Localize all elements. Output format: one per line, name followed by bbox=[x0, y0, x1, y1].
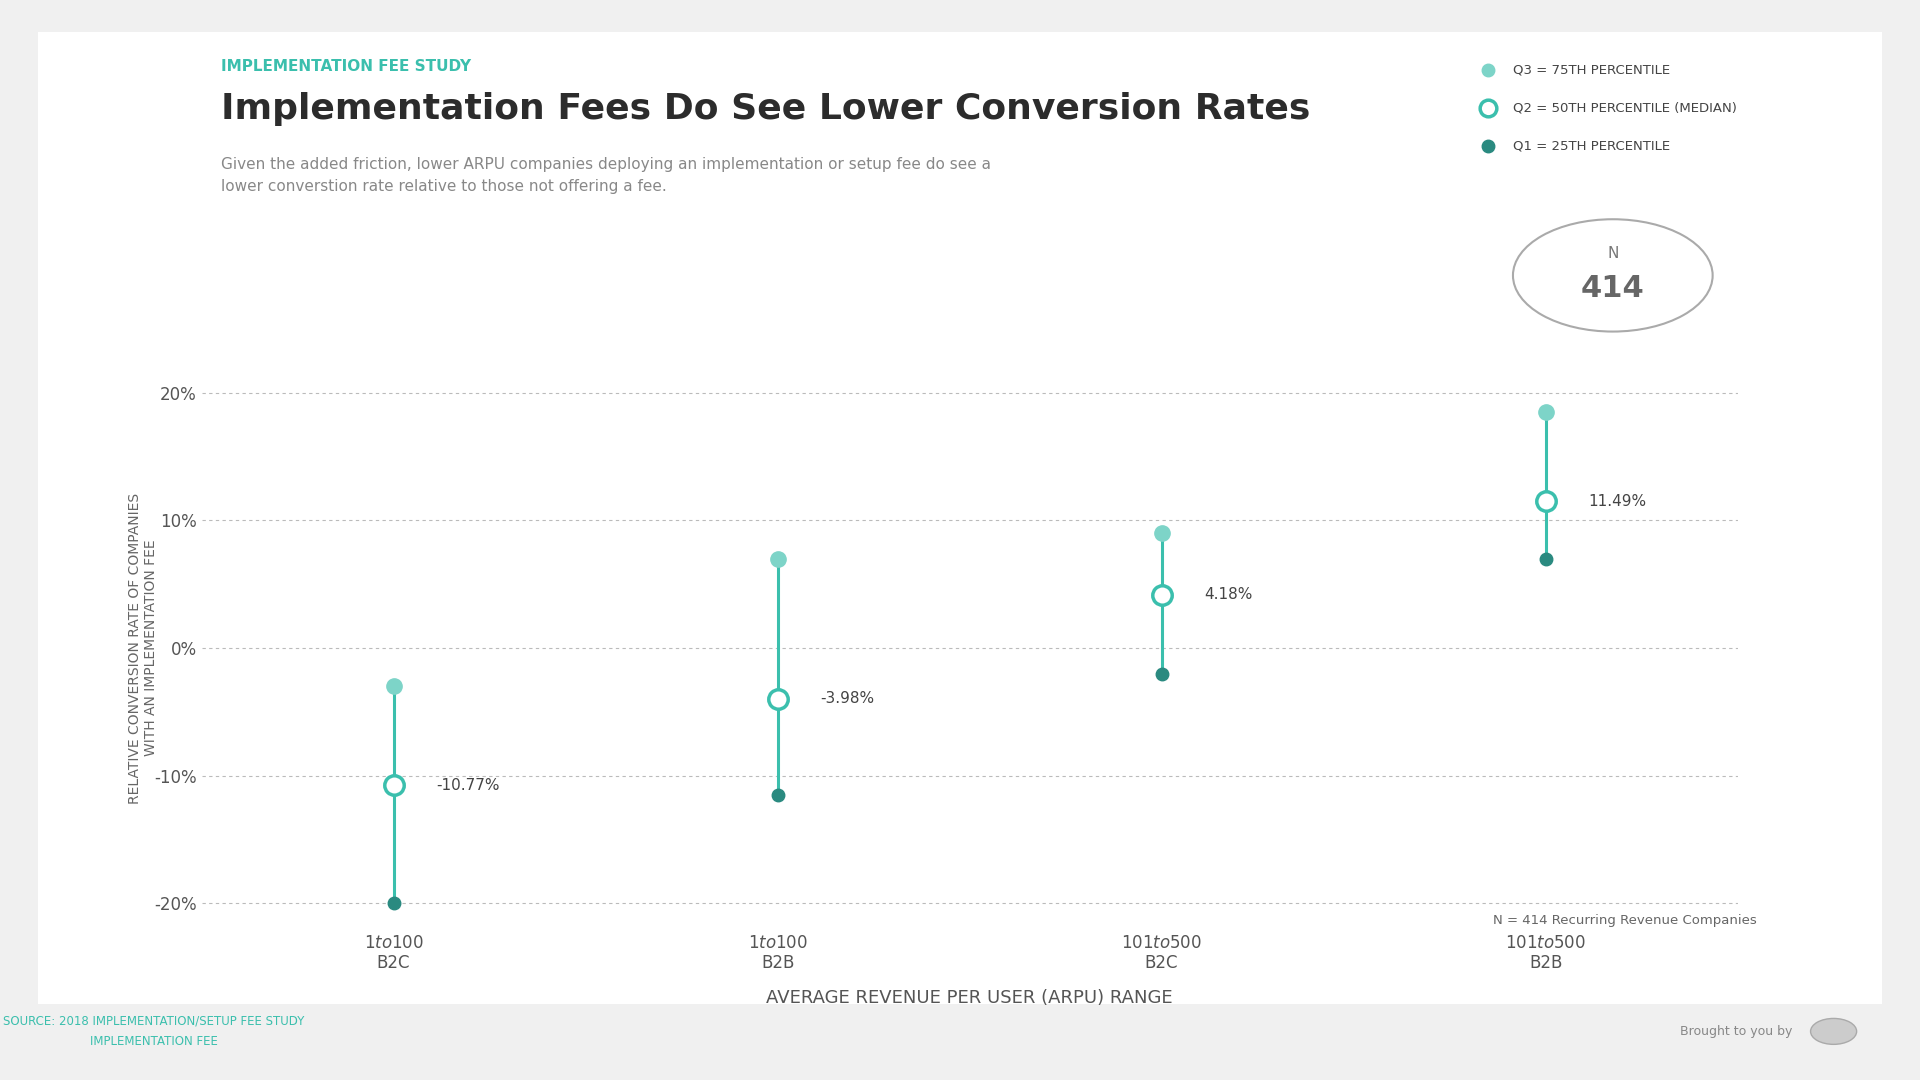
Text: -10.77%: -10.77% bbox=[436, 778, 499, 793]
Text: N: N bbox=[1607, 246, 1619, 261]
Text: N = 414 Recurring Revenue Companies: N = 414 Recurring Revenue Companies bbox=[1494, 914, 1757, 927]
FancyBboxPatch shape bbox=[19, 23, 1901, 1014]
Text: 11.49%: 11.49% bbox=[1588, 494, 1645, 509]
Text: Implementation Fees Do See Lower Conversion Rates: Implementation Fees Do See Lower Convers… bbox=[221, 92, 1309, 125]
Text: Q1 = 25TH PERCENTILE: Q1 = 25TH PERCENTILE bbox=[1513, 139, 1670, 152]
Y-axis label: RELATIVE CONVERSION RATE OF COMPANIES
WITH AN IMPLEMENTATION FEE: RELATIVE CONVERSION RATE OF COMPANIES WI… bbox=[129, 492, 157, 804]
Text: SOURCE: 2018 IMPLEMENTATION/SETUP FEE STUDY
IMPLEMENTATION FEE: SOURCE: 2018 IMPLEMENTATION/SETUP FEE ST… bbox=[4, 1015, 303, 1048]
Text: IMPLEMENTATION FEE STUDY: IMPLEMENTATION FEE STUDY bbox=[221, 59, 470, 75]
Text: Q3 = 75TH PERCENTILE: Q3 = 75TH PERCENTILE bbox=[1513, 64, 1670, 77]
Text: Brought to you by: Brought to you by bbox=[1680, 1025, 1793, 1038]
Circle shape bbox=[1811, 1018, 1857, 1044]
Text: Q2 = 50TH PERCENTILE (MEDIAN): Q2 = 50TH PERCENTILE (MEDIAN) bbox=[1513, 102, 1738, 114]
Text: 4.18%: 4.18% bbox=[1204, 588, 1252, 603]
Text: Given the added friction, lower ARPU companies deploying an implementation or se: Given the added friction, lower ARPU com… bbox=[221, 157, 991, 193]
Text: 414: 414 bbox=[1580, 274, 1645, 302]
X-axis label: AVERAGE REVENUE PER USER (ARPU) RANGE: AVERAGE REVENUE PER USER (ARPU) RANGE bbox=[766, 989, 1173, 1008]
Text: -3.98%: -3.98% bbox=[820, 691, 874, 706]
